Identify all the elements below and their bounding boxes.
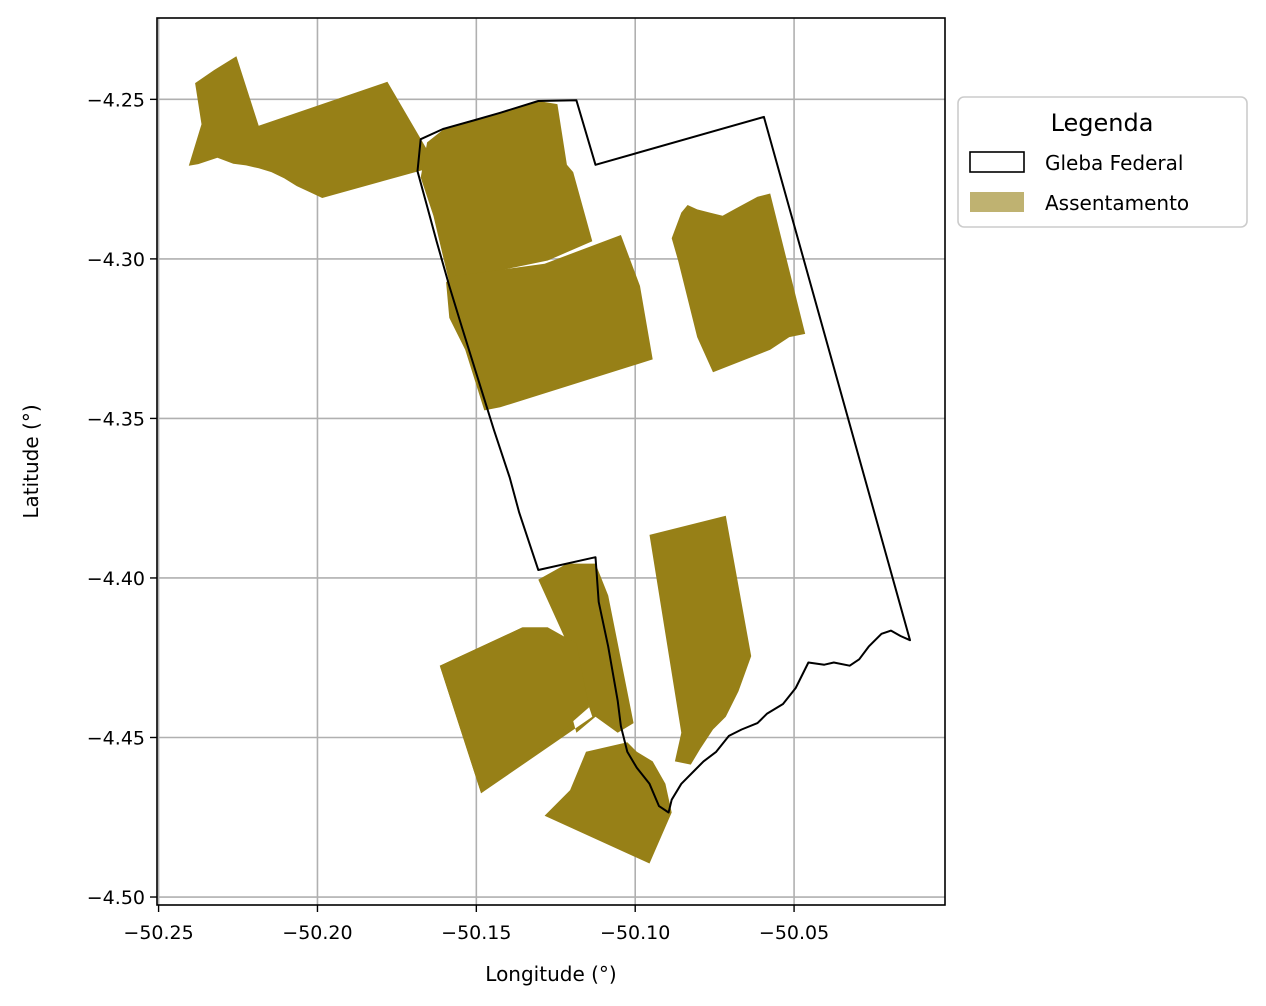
- axis-ticks: −50.25 −50.20 −50.15 −50.10 −50.05 −4.25 −4.30…: [87, 89, 829, 944]
- assentamento-polygon-west-middle: [446, 235, 653, 411]
- x-axis-label: Longitude (°): [485, 962, 616, 986]
- legend-label-gleba-federal: Gleba Federal: [1045, 151, 1183, 175]
- assentamento-polygon-northwest: [188, 56, 431, 198]
- x-tick-label-4: −50.05: [759, 922, 829, 944]
- y-tick-label-0: −4.25: [87, 89, 145, 111]
- legend-label-assentamento: Assentamento: [1045, 191, 1189, 215]
- legend-title: Legenda: [1051, 109, 1154, 137]
- y-tick-label-5: −4.50: [87, 887, 145, 909]
- assentamento-polygon-south-center: [544, 742, 672, 864]
- x-tick-label-2: −50.15: [441, 922, 511, 944]
- y-tick-label-3: −4.40: [87, 568, 145, 590]
- assentamento-polygon-south-west-b: [439, 627, 590, 794]
- legend: Legenda Gleba Federal Assentamento: [957, 96, 1248, 228]
- y-axis-label: Latitude (°): [19, 404, 43, 518]
- x-tick-label-3: −50.10: [600, 922, 670, 944]
- gleba-federal-layer: [416, 99, 911, 814]
- x-tick-label-0: −50.25: [123, 922, 193, 944]
- legend-swatch-assentamento: [970, 192, 1024, 212]
- assentamento-polygon-north-strip: [420, 101, 593, 283]
- y-tick-label-2: −4.35: [87, 408, 145, 430]
- y-tick-label-1: −4.30: [87, 249, 145, 271]
- gleba-federal-outline: [416, 99, 911, 814]
- legend-swatch-gleba-federal: [969, 151, 1025, 173]
- assentamento-layer: [188, 56, 806, 864]
- plot-frame: [156, 17, 946, 906]
- assentamento-polygon-south-east: [649, 515, 752, 765]
- legend-frame: [957, 96, 1248, 228]
- x-tick-label-1: −50.20: [282, 922, 352, 944]
- y-tick-label-4: −4.45: [87, 727, 145, 749]
- assentamento-polygon-east-middle: [671, 193, 806, 373]
